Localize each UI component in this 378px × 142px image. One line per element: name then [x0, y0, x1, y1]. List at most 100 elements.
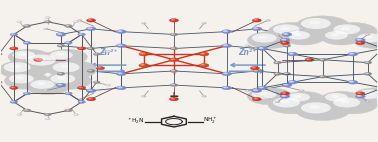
- Circle shape: [117, 86, 123, 88]
- Circle shape: [11, 33, 15, 35]
- Circle shape: [18, 21, 19, 22]
- Circle shape: [296, 16, 350, 36]
- Circle shape: [80, 101, 81, 102]
- Circle shape: [78, 47, 83, 49]
- Circle shape: [280, 94, 290, 98]
- Circle shape: [26, 55, 56, 66]
- Circle shape: [17, 114, 22, 116]
- Circle shape: [321, 30, 362, 45]
- Circle shape: [300, 90, 303, 91]
- Circle shape: [246, 45, 248, 46]
- Circle shape: [280, 38, 290, 42]
- Circle shape: [97, 67, 102, 69]
- Circle shape: [253, 27, 258, 29]
- Circle shape: [290, 53, 292, 54]
- Circle shape: [140, 53, 145, 55]
- Circle shape: [259, 92, 268, 95]
- Circle shape: [289, 53, 294, 55]
- Text: NH$_2^+$: NH$_2^+$: [203, 116, 218, 126]
- Circle shape: [170, 98, 175, 100]
- Circle shape: [201, 53, 204, 54]
- Circle shape: [325, 31, 348, 40]
- Circle shape: [87, 19, 93, 21]
- Circle shape: [266, 98, 269, 99]
- Circle shape: [46, 17, 48, 18]
- Circle shape: [60, 65, 70, 68]
- Circle shape: [283, 84, 288, 86]
- Circle shape: [86, 27, 96, 31]
- Circle shape: [58, 73, 62, 74]
- Circle shape: [284, 45, 288, 46]
- Circle shape: [282, 33, 292, 36]
- Circle shape: [139, 52, 149, 56]
- Circle shape: [119, 87, 121, 88]
- Circle shape: [172, 19, 174, 20]
- Circle shape: [48, 60, 97, 79]
- Circle shape: [358, 95, 360, 96]
- Circle shape: [276, 34, 278, 35]
- Circle shape: [283, 72, 291, 75]
- Circle shape: [5, 72, 50, 89]
- Circle shape: [142, 96, 144, 97]
- Circle shape: [251, 67, 256, 69]
- Circle shape: [356, 92, 365, 95]
- Circle shape: [300, 90, 304, 92]
- Circle shape: [223, 44, 228, 46]
- Circle shape: [305, 58, 314, 61]
- Circle shape: [280, 92, 290, 95]
- Circle shape: [268, 22, 317, 41]
- Circle shape: [78, 20, 81, 21]
- Circle shape: [140, 64, 145, 66]
- Circle shape: [37, 82, 46, 85]
- Circle shape: [89, 70, 91, 71]
- Circle shape: [255, 70, 256, 71]
- Circle shape: [59, 33, 60, 34]
- Circle shape: [44, 113, 51, 116]
- Circle shape: [65, 25, 70, 26]
- Circle shape: [50, 74, 75, 83]
- Circle shape: [105, 84, 111, 86]
- Circle shape: [275, 101, 280, 103]
- Circle shape: [89, 98, 91, 99]
- Circle shape: [59, 73, 60, 74]
- Circle shape: [290, 81, 292, 82]
- Circle shape: [74, 21, 77, 22]
- Circle shape: [287, 93, 310, 101]
- Circle shape: [170, 84, 178, 86]
- Circle shape: [93, 53, 100, 55]
- Circle shape: [283, 44, 291, 47]
- Circle shape: [259, 35, 268, 39]
- Circle shape: [223, 72, 228, 74]
- Circle shape: [266, 20, 269, 21]
- Circle shape: [65, 109, 70, 111]
- Circle shape: [254, 70, 258, 71]
- Circle shape: [94, 53, 98, 55]
- Circle shape: [331, 33, 339, 36]
- Circle shape: [78, 33, 85, 36]
- Circle shape: [319, 58, 327, 61]
- Circle shape: [24, 25, 28, 26]
- Circle shape: [78, 98, 81, 99]
- Circle shape: [169, 97, 178, 101]
- Circle shape: [80, 87, 81, 88]
- Circle shape: [88, 28, 91, 29]
- Circle shape: [171, 47, 175, 49]
- Circle shape: [30, 80, 54, 89]
- Circle shape: [301, 18, 331, 29]
- Circle shape: [259, 47, 264, 49]
- Circle shape: [224, 73, 226, 74]
- Circle shape: [87, 98, 93, 100]
- Circle shape: [77, 86, 86, 89]
- Circle shape: [141, 22, 146, 24]
- Circle shape: [288, 52, 297, 56]
- Circle shape: [357, 33, 378, 43]
- Circle shape: [364, 35, 373, 39]
- Circle shape: [365, 73, 369, 74]
- Circle shape: [170, 19, 175, 21]
- Circle shape: [57, 72, 65, 75]
- Circle shape: [77, 20, 82, 21]
- Circle shape: [365, 61, 369, 63]
- Circle shape: [268, 96, 317, 114]
- Circle shape: [77, 98, 82, 100]
- Circle shape: [43, 28, 48, 30]
